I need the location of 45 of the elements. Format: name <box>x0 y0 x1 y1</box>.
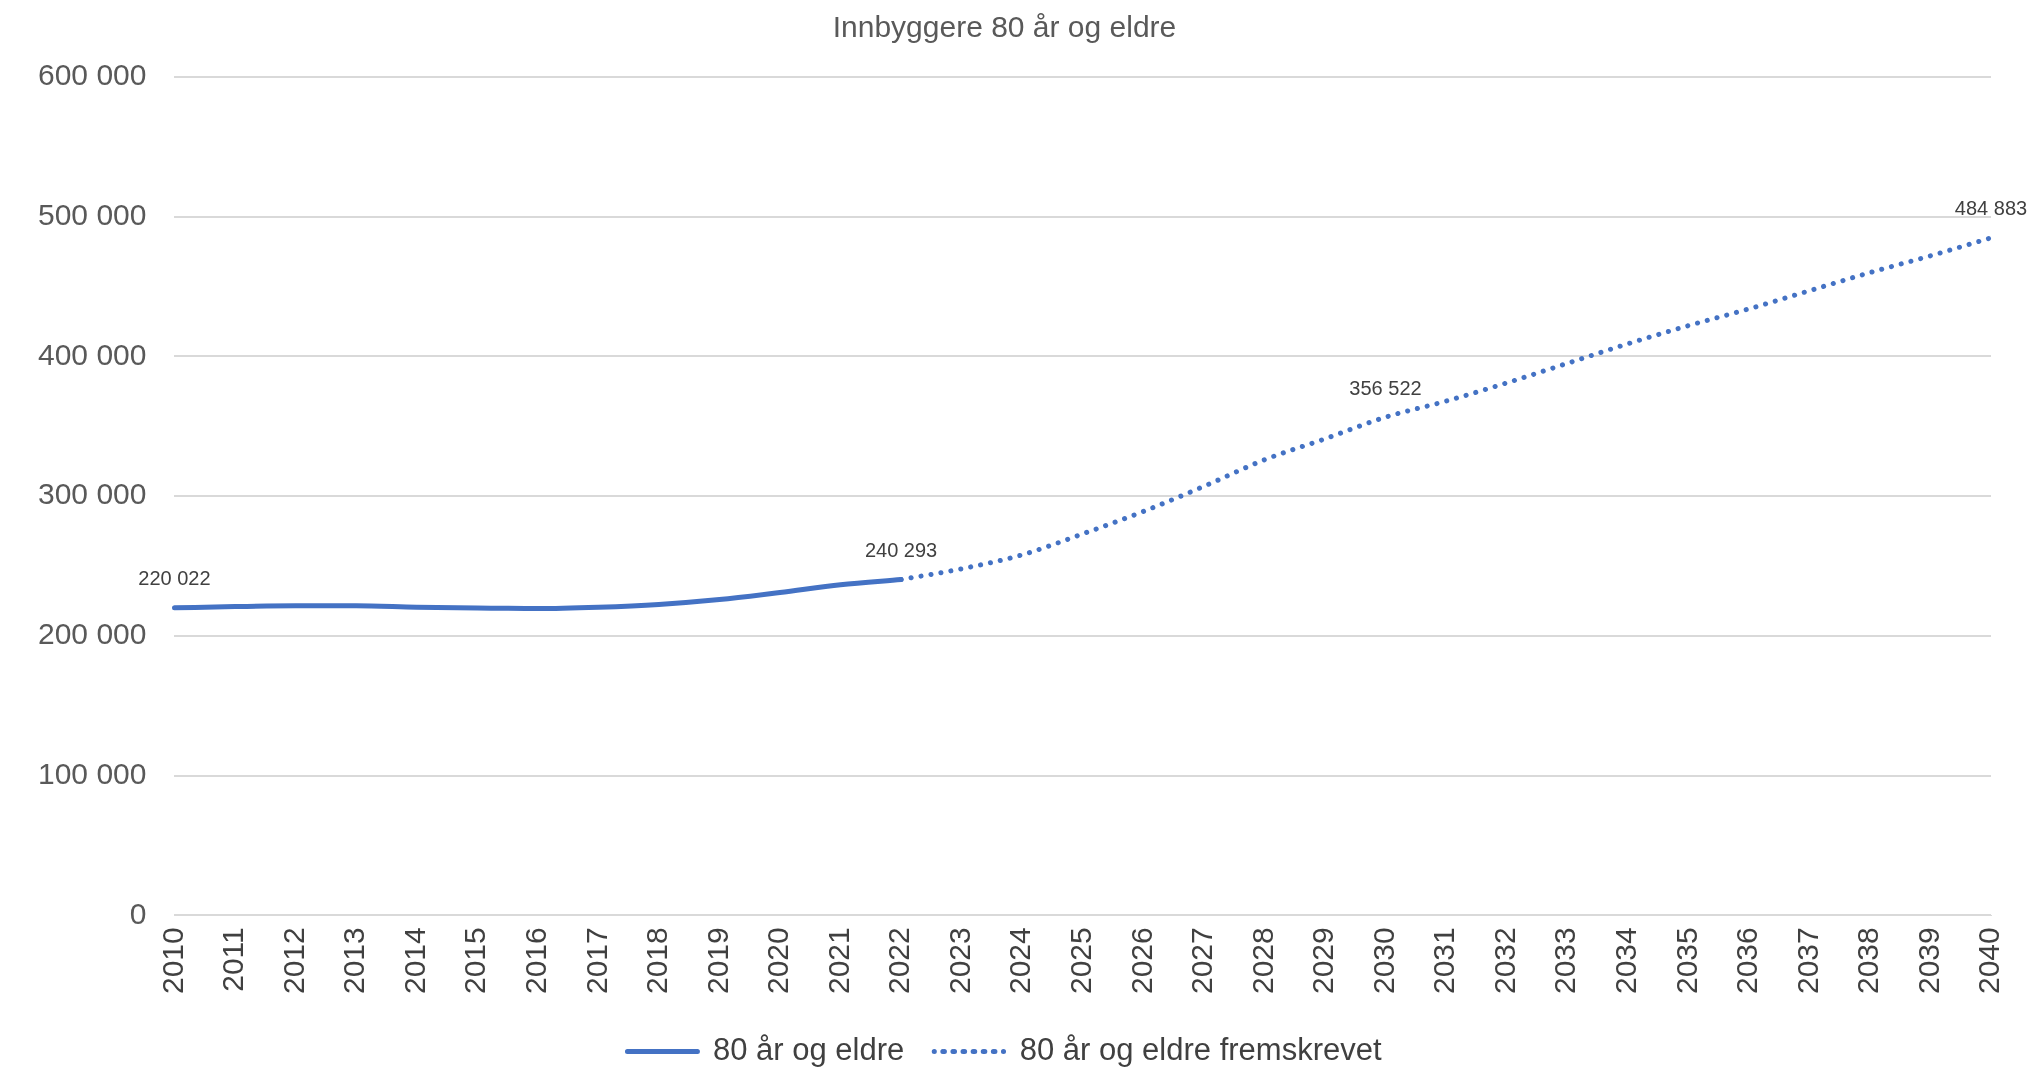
x-tick-label: 2024 <box>1003 927 1037 995</box>
y-tick-label: 0 <box>129 896 147 930</box>
legend-label: 80 år og eldre <box>712 1032 905 1068</box>
x-tick-label: 2032 <box>1487 927 1521 995</box>
x-tick-label: 2025 <box>1063 927 1097 995</box>
legend-label: 80 år og eldre fremskrevet <box>1019 1032 1382 1068</box>
x-tick-label: 2030 <box>1366 927 1400 995</box>
x-tick-label: 2036 <box>1730 927 1764 995</box>
data-label: 484 883 <box>1954 197 2028 220</box>
x-tick-label: 2019 <box>700 927 734 995</box>
y-tick-label: 200 000 <box>37 617 147 651</box>
x-tick-label: 2027 <box>1185 927 1219 995</box>
x-tick-label: 2013 <box>337 927 371 995</box>
y-tick-label: 300 000 <box>37 477 147 511</box>
data-label: 356 522 <box>1349 376 1422 399</box>
data-label: 240 293 <box>864 539 938 562</box>
x-tick-label: 2015 <box>458 927 492 995</box>
x-tick-label: 2012 <box>276 927 310 995</box>
x-tick-label: 2020 <box>761 927 795 995</box>
y-tick-label: 600 000 <box>37 58 147 92</box>
x-tick-label: 2039 <box>1911 927 1945 995</box>
x-tick-label: 2026 <box>1124 927 1158 995</box>
x-tick-label: 2038 <box>1851 927 1885 995</box>
x-tick-label: 2040 <box>1972 927 2006 995</box>
x-tick-label: 2037 <box>1790 927 1824 995</box>
x-tick-label: 2017 <box>579 927 613 995</box>
x-tick-label: 2010 <box>155 927 189 995</box>
x-tick-label: 2022 <box>882 927 916 995</box>
y-tick-label: 500 000 <box>37 197 147 231</box>
y-tick-label: 100 000 <box>37 756 147 790</box>
x-tick-label: 2011 <box>216 927 250 992</box>
x-tick-label: 2021 <box>821 927 855 995</box>
y-tick-label: 400 000 <box>37 337 147 371</box>
x-tick-label: 2028 <box>1245 927 1279 995</box>
x-tick-label: 2031 <box>1427 927 1461 995</box>
x-tick-label: 2018 <box>640 927 674 995</box>
x-tick-label: 2014 <box>397 927 431 995</box>
x-tick-label: 2034 <box>1608 927 1642 995</box>
data-label: 220 022 <box>138 567 211 590</box>
chart-title: Innbyggere 80 år og eldre <box>832 10 1177 44</box>
x-tick-label: 2016 <box>519 927 553 995</box>
x-tick-label: 2029 <box>1306 927 1340 995</box>
x-tick-label: 2035 <box>1669 927 1703 995</box>
x-tick-label: 2023 <box>942 927 976 995</box>
x-tick-label: 2033 <box>1548 927 1582 995</box>
